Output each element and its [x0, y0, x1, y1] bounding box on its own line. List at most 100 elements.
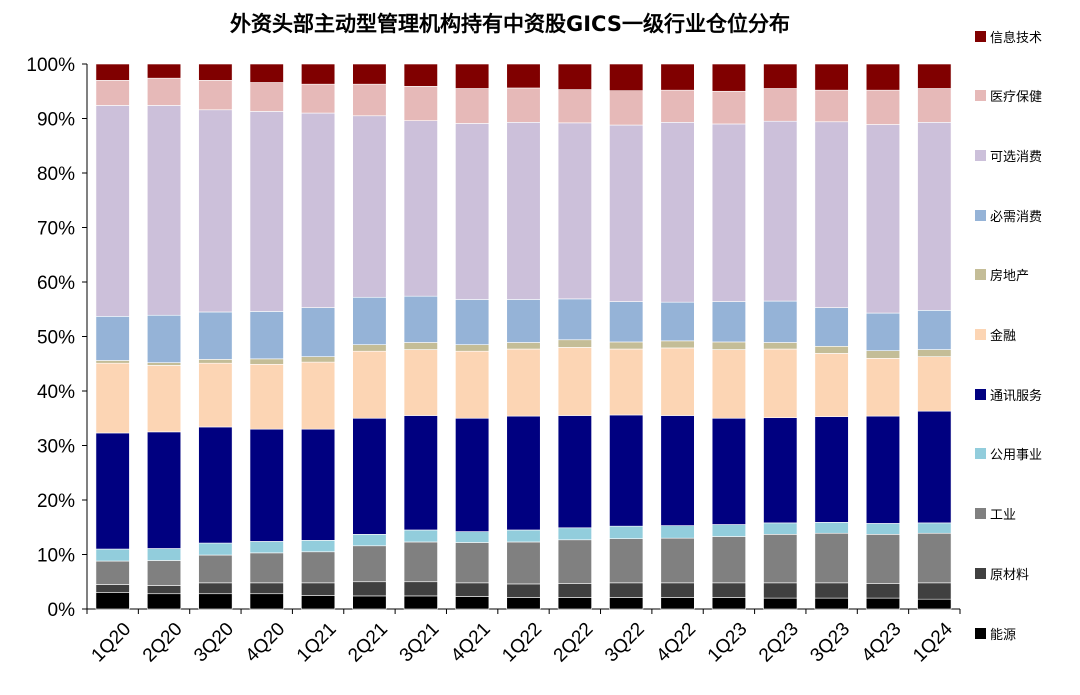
bar-segment — [352, 63, 387, 85]
bar-segment — [506, 529, 541, 543]
bar-segment — [352, 581, 387, 597]
bar-segment — [506, 299, 541, 343]
legend-label: 房地产 — [990, 269, 1030, 285]
bar-segment — [403, 120, 438, 297]
bar-segment — [249, 358, 284, 365]
bar-segment — [403, 541, 438, 583]
bar-segment — [95, 360, 130, 364]
y-tick-label: 60% — [37, 273, 75, 294]
bar-segment — [198, 359, 233, 364]
bar-segment — [198, 593, 233, 610]
bar-segment — [814, 532, 849, 584]
bar-segment — [146, 105, 182, 316]
bar-segment — [609, 341, 644, 350]
x-tick-label: 1Q21 — [293, 619, 341, 667]
legend-swatch — [975, 209, 986, 221]
bar-segment — [609, 525, 644, 539]
bar-segment — [352, 534, 387, 547]
legend-item: 房地产 — [975, 265, 1029, 285]
bar-segment — [198, 362, 233, 428]
bar-segment — [814, 353, 849, 417]
bar-segment — [865, 583, 901, 599]
bar-segment — [146, 365, 182, 433]
legend-swatch — [975, 30, 986, 42]
bar-segment — [95, 316, 130, 361]
bar-segment — [301, 356, 336, 363]
bar-segment — [609, 301, 644, 343]
chart-title: 外资头部主动型管理机构持有中资股GICS一级行业仓位分布 — [230, 12, 790, 36]
bar-segment — [352, 545, 387, 583]
bar-segment — [455, 299, 490, 345]
legend-item: 原材料 — [975, 563, 1029, 583]
bar-segment — [301, 112, 336, 308]
bar-segment — [198, 554, 233, 584]
bar-segment — [403, 349, 438, 416]
bar-segment — [146, 362, 182, 366]
bar-segment — [865, 523, 901, 535]
bar-segment — [660, 525, 695, 539]
bar-segment — [506, 541, 541, 585]
bar-segment — [557, 298, 592, 341]
legend-item: 能源 — [975, 623, 1016, 643]
bar-segment — [249, 63, 284, 83]
bar-segment — [198, 80, 233, 111]
bar-segment — [403, 86, 438, 121]
bar-segment — [609, 597, 644, 610]
bar-segment — [95, 592, 130, 610]
bar-segment — [455, 344, 490, 352]
x-tick-label: 4Q22 — [652, 619, 700, 667]
bar-segment — [146, 314, 182, 363]
bar-segment — [763, 300, 798, 343]
legend-label: 医疗保健 — [990, 90, 1043, 106]
bar-segment — [455, 123, 490, 300]
y-tick-label: 10% — [37, 546, 75, 567]
bar-segment — [249, 593, 284, 610]
bar-segment — [95, 584, 130, 593]
bar-segment — [917, 88, 952, 123]
bar-segment — [146, 431, 182, 549]
x-tick-label: 1Q23 — [704, 619, 752, 667]
bar-segment — [763, 342, 798, 350]
bar-segment — [249, 552, 284, 584]
legend-item: 必需消费 — [975, 205, 1042, 225]
bar-segment — [301, 582, 336, 596]
bar-segment — [711, 341, 746, 350]
bar-segment — [301, 63, 336, 85]
legend-label: 公用事业 — [990, 448, 1043, 464]
bar-segment — [711, 90, 746, 125]
x-tick-label: 1Q24 — [909, 618, 957, 666]
bar-segment — [814, 307, 849, 347]
bar-segment — [249, 111, 284, 312]
bar-segment — [814, 89, 849, 123]
bar-segment — [506, 342, 541, 350]
bar-segment — [763, 120, 798, 302]
bar-segment — [198, 426, 233, 544]
bar-segment — [711, 63, 746, 92]
legend-swatch — [975, 508, 986, 520]
bar-segment — [557, 415, 592, 529]
bar-segment — [455, 596, 490, 610]
bar-segment — [352, 417, 387, 535]
bar-segment — [814, 522, 849, 534]
bar-segment — [301, 428, 336, 541]
bar-segment — [301, 361, 336, 430]
bar-segment — [95, 80, 130, 106]
bar-segment — [609, 124, 644, 302]
bar-segment — [660, 347, 695, 416]
bar-segment — [403, 595, 438, 610]
x-tick-label: 2Q23 — [755, 619, 803, 667]
bar-segment — [865, 63, 901, 91]
bar-segment — [917, 522, 952, 534]
bar-segment — [557, 339, 592, 348]
bar-segment — [711, 349, 746, 419]
bar-segment — [198, 63, 233, 81]
bar-segment — [609, 348, 644, 416]
bar-segment — [249, 428, 284, 542]
bar-segment — [557, 583, 592, 598]
bar-segment — [917, 310, 952, 350]
bar-segment — [865, 415, 901, 524]
bar-segment — [660, 415, 695, 526]
bar-segment — [352, 344, 387, 352]
legend-label: 能源 — [990, 627, 1017, 643]
bar-segment — [95, 63, 130, 81]
